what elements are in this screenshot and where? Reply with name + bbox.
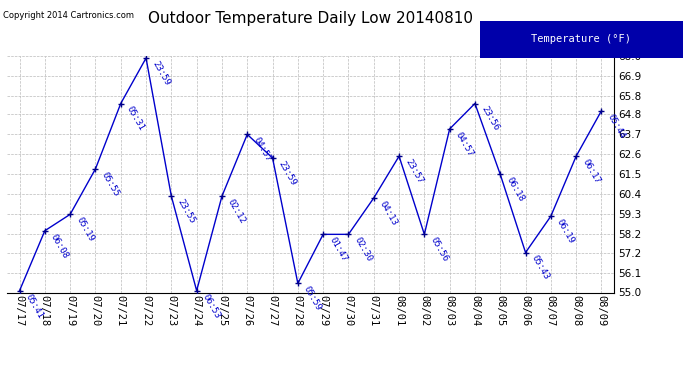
Text: 04:57: 04:57 — [251, 136, 273, 164]
Text: 02:30: 02:30 — [353, 236, 374, 264]
Text: 05:59: 05:59 — [302, 285, 323, 313]
Text: 23:56: 23:56 — [479, 105, 500, 133]
Text: 05:31: 05:31 — [125, 105, 146, 133]
Text: 04:13: 04:13 — [378, 200, 399, 227]
Text: 01:47: 01:47 — [327, 236, 348, 264]
Text: 23:59: 23:59 — [150, 60, 171, 87]
Text: 05:43: 05:43 — [530, 254, 551, 282]
Text: 05:41: 05:41 — [23, 292, 45, 320]
Text: 23:59: 23:59 — [277, 159, 298, 187]
Text: Temperature (°F): Temperature (°F) — [531, 34, 631, 44]
Text: 05:19: 05:19 — [75, 216, 95, 243]
Text: 05:44: 05:44 — [606, 112, 627, 140]
Text: Copyright 2014 Cartronics.com: Copyright 2014 Cartronics.com — [3, 11, 135, 20]
Text: 04:57: 04:57 — [454, 130, 475, 158]
Text: 23:55: 23:55 — [175, 198, 197, 225]
Text: 06:18: 06:18 — [504, 176, 526, 204]
Text: Outdoor Temperature Daily Low 20140810: Outdoor Temperature Daily Low 20140810 — [148, 11, 473, 26]
Text: 06:08: 06:08 — [49, 232, 70, 260]
Text: 02:12: 02:12 — [226, 198, 247, 225]
Text: 06:17: 06:17 — [580, 158, 602, 185]
Text: 06:53: 06:53 — [201, 292, 222, 320]
Text: 05:55: 05:55 — [99, 170, 121, 198]
Text: 05:56: 05:56 — [428, 236, 450, 264]
Text: 06:19: 06:19 — [555, 217, 576, 245]
Text: 23:57: 23:57 — [403, 158, 424, 185]
